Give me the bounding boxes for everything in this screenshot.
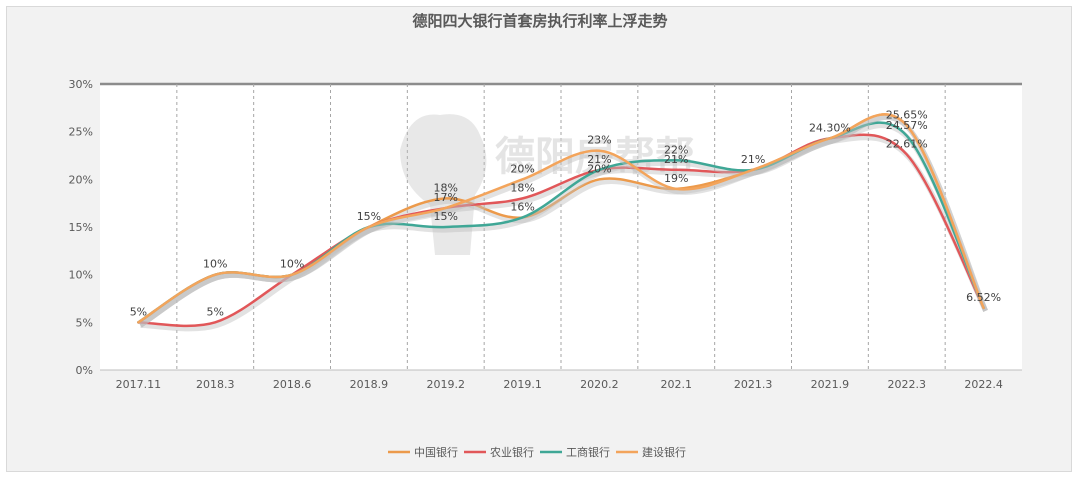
x-tick-label: 2021.3 [734, 378, 773, 391]
data-labels: 5%10%5%10%15%18%17%15%20%18%16%23%21%20%… [130, 108, 1001, 318]
series-lines [137, 113, 988, 332]
legend-item: 工商银行 [540, 445, 610, 459]
data-label: 24.30% [809, 121, 851, 134]
data-label: 21% [587, 153, 611, 166]
y-tick-label: 10% [69, 269, 93, 282]
y-tick-label: 5% [76, 316, 93, 329]
data-label: 21% [741, 153, 765, 166]
data-label: 19% [664, 172, 688, 185]
x-tick-label: 2019.1 [503, 378, 542, 391]
data-label: 25.65% [886, 108, 928, 121]
data-label: 10% [280, 258, 304, 271]
data-label: 16% [510, 200, 534, 213]
series-line-3 [137, 113, 985, 324]
legend: 中国银行 农业银行 工商银行 建设银行 [388, 445, 686, 459]
data-label: 20% [587, 162, 611, 175]
x-tick-label: 2022.4 [964, 378, 1003, 391]
series-line-shadow [139, 114, 988, 328]
data-label: 18% [434, 181, 458, 194]
legend-label: 建设银行 [642, 445, 686, 459]
data-label: 15% [357, 210, 381, 223]
chart-title: 德阳四大银行首套房执行利率上浮走势 [412, 12, 667, 30]
series-line-shadow [139, 114, 988, 328]
y-tick-label: 15% [69, 221, 93, 234]
legend-item: 农业银行 [464, 445, 534, 459]
data-label: 23% [587, 134, 611, 147]
plot-area: 0% 5% 10% 15% 20% 25% 30% 2017.11 2018.3 2018.6 20… [69, 78, 1022, 391]
legend-label: 农业银行 [490, 445, 534, 459]
y-tick-label: 30% [69, 78, 93, 91]
data-label: 6.52% [966, 291, 1001, 304]
data-label: 22% [664, 143, 688, 156]
x-tick-label: 2017.11 [116, 378, 162, 391]
y-tick-label: 0% [76, 364, 93, 377]
data-label: 17% [434, 191, 458, 204]
data-label: 21% [664, 153, 688, 166]
x-tick-label: 2018.3 [196, 378, 235, 391]
legend-label: 中国银行 [414, 445, 458, 459]
legend-item: 中国银行 [388, 445, 458, 459]
x-tick-label: 2021.9 [811, 378, 850, 391]
data-label: 18% [510, 181, 534, 194]
data-label: 15% [434, 210, 458, 223]
y-tick-label: 20% [69, 173, 93, 186]
y-tick-label: 25% [69, 126, 93, 139]
data-label: 5% [130, 305, 147, 318]
data-label: 24.57% [886, 119, 928, 132]
x-tick-label: 2018.9 [350, 378, 389, 391]
legend-label: 工商银行 [566, 445, 610, 459]
data-label: 10% [203, 258, 227, 271]
series-line-shadow [139, 123, 988, 328]
data-label: 20% [510, 162, 534, 175]
x-tick-label: 2018.6 [273, 378, 312, 391]
legend-item: 建设银行 [616, 445, 686, 459]
watermark: 德阳房帮帮 [400, 114, 695, 256]
x-tick-label: 202.1 [661, 378, 693, 391]
data-label: 5% [207, 305, 224, 318]
x-tick-label: 2019.2 [427, 378, 466, 391]
data-label: 22.61% [886, 137, 928, 150]
x-tick-label: 2022.3 [888, 378, 927, 391]
fist-icon [400, 114, 487, 256]
x-tick-label: 2020.2 [580, 378, 619, 391]
plot-background [100, 84, 1022, 370]
